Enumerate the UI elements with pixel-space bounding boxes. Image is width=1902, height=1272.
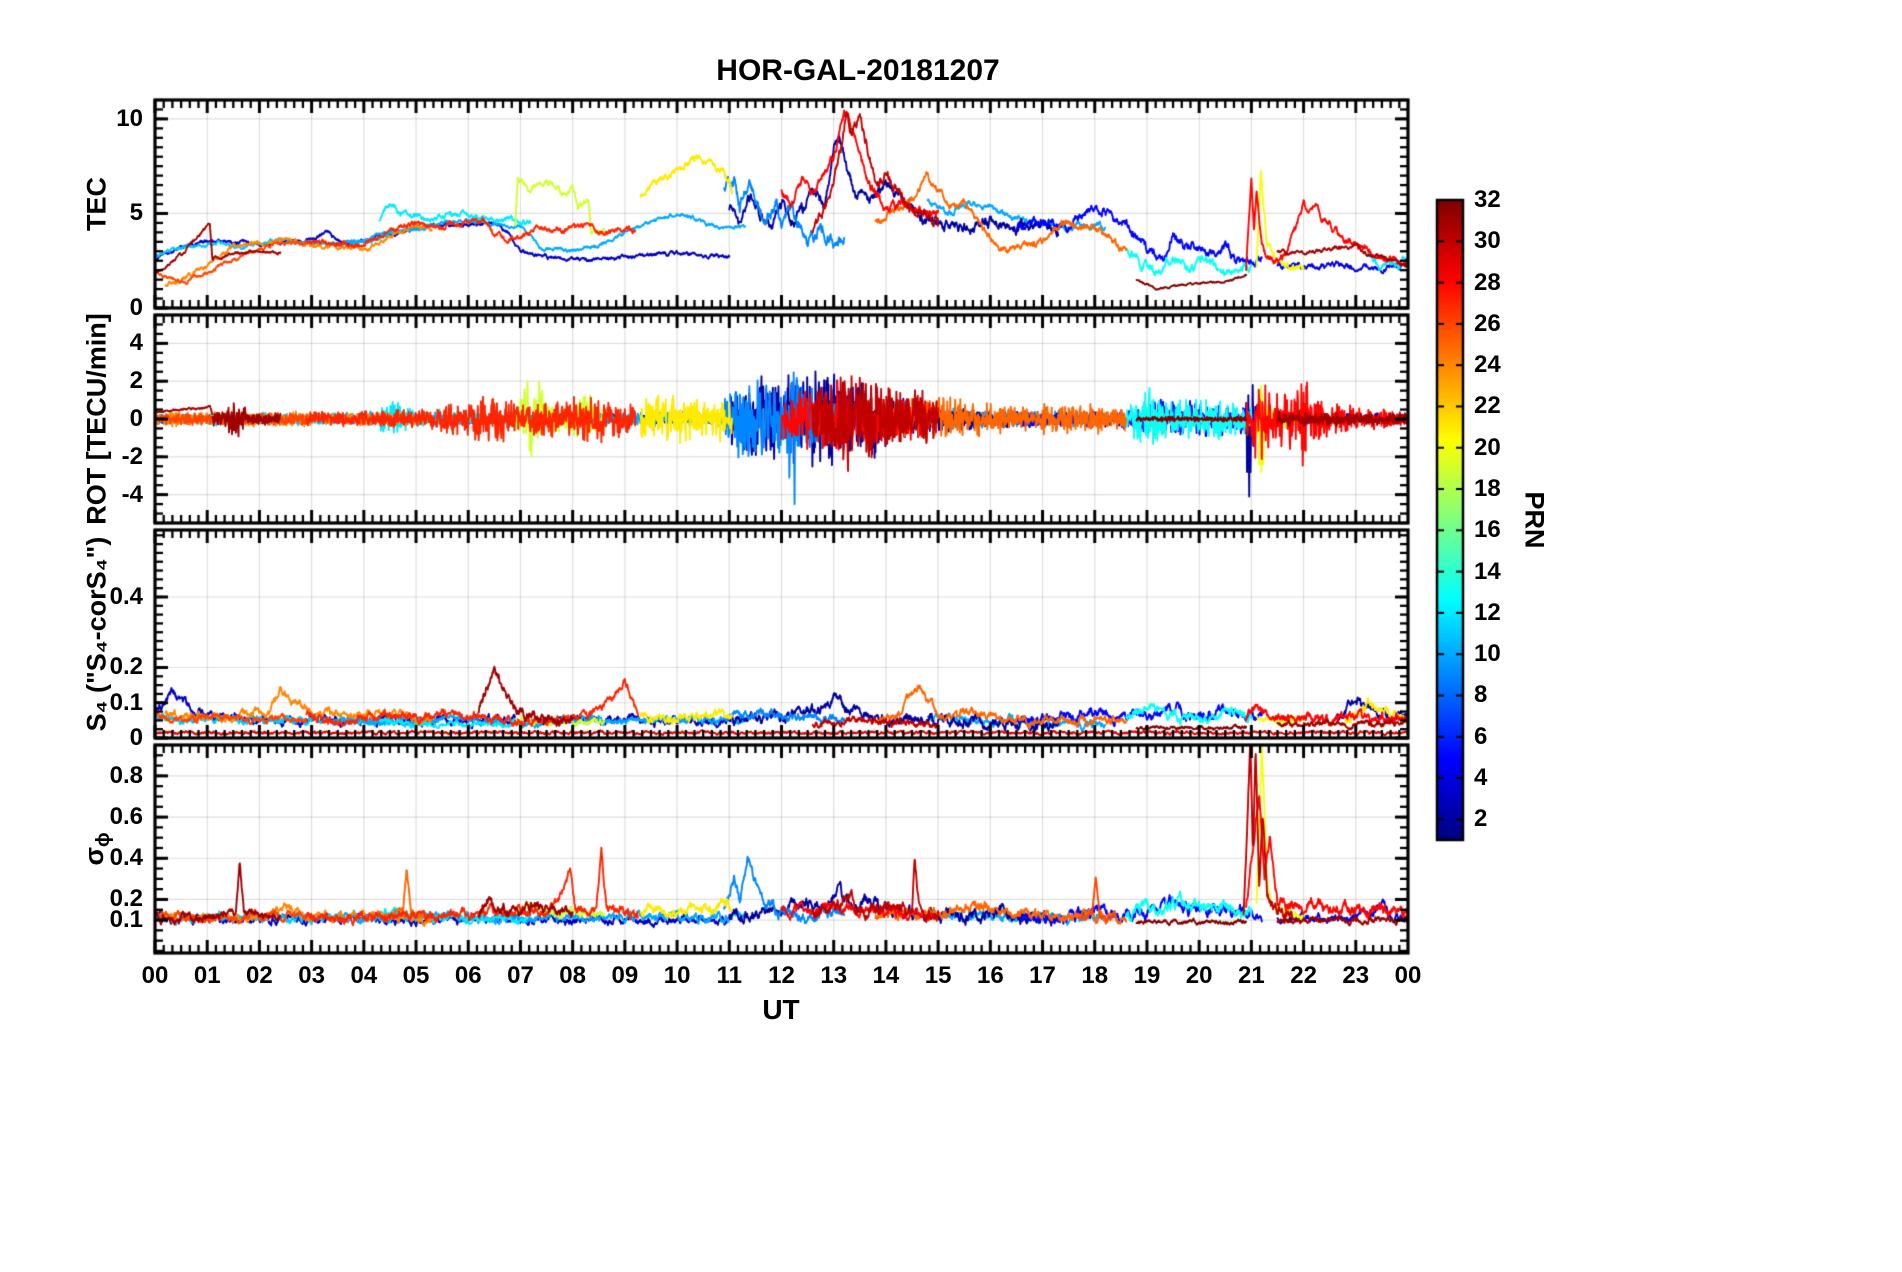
y-tick-label: 0.4 (109, 582, 143, 610)
y-tick-label: 0.8 (109, 761, 143, 789)
y-tick-label: 10 (116, 104, 143, 132)
colorbar-tick-label: 24 (1474, 351, 1501, 379)
x-tick-label: 15 (924, 962, 952, 989)
x-tick-label: 23 (1342, 962, 1370, 989)
x-axis-label: UT (762, 994, 800, 1025)
x-tick-label: 21 (1238, 962, 1265, 989)
x-tick-label: 20 (1185, 962, 1213, 989)
chart-title: HOR-GAL-20181207 (716, 54, 1000, 87)
x-tick-label: 04 (350, 962, 378, 989)
colorbar-tick-label: 30 (1474, 227, 1501, 255)
phi-subscript: ϕ (92, 832, 115, 848)
colorbar-tick-label: 2 (1474, 805, 1488, 833)
colorbar-tick-label: 28 (1474, 268, 1501, 296)
y-tick-label: 5 (129, 199, 143, 227)
y-tick-label: 0.1 (109, 906, 143, 934)
x-tick-label: 12 (768, 962, 795, 989)
y-tick-label: 0.1 (109, 688, 143, 716)
x-tick-label: 03 (298, 962, 325, 989)
x-tick-label: 10 (663, 962, 691, 989)
x-tick-label: 08 (559, 962, 587, 989)
colorbar-tick-label: 26 (1474, 309, 1501, 337)
colorbar-tick-label: 14 (1474, 557, 1501, 585)
y-tick-label: 0.4 (109, 844, 143, 872)
x-tick-label: 05 (402, 962, 430, 989)
y-tick-label: 0.2 (109, 885, 143, 913)
y-tick-label: 0.6 (109, 803, 143, 831)
y-tick-label: 0.2 (109, 653, 143, 681)
colorbar-label: PRN (1519, 491, 1550, 549)
x-tick-label: 18 (1081, 962, 1109, 989)
colorbar-tick-label: 6 (1474, 722, 1488, 750)
colorbar-tick-label: 4 (1474, 764, 1488, 792)
colorbar-tick-label: 18 (1474, 475, 1501, 503)
x-tick-label: 14 (872, 962, 900, 989)
colorbar-tick-label: 22 (1474, 392, 1501, 420)
y-tick-label: 0 (129, 724, 143, 751)
y-tick-label: 4 (129, 329, 143, 357)
colorbar-tick-label: 10 (1474, 640, 1501, 668)
y-tick-label: 2 (129, 367, 143, 395)
x-tick-label: 06 (454, 962, 482, 989)
sigma-symbol: σ (78, 847, 109, 866)
x-tick-label: 16 (976, 962, 1004, 989)
y-tick-label: -4 (121, 480, 143, 508)
y-tick-label: 0 (129, 405, 143, 432)
x-tick-label: 13 (820, 962, 848, 989)
y-axis-label-tec: TEC (81, 177, 112, 231)
y-tick-label: -2 (121, 442, 143, 470)
colorbar-tick-label: 16 (1474, 516, 1501, 544)
y-tick-label: 0 (129, 294, 143, 321)
x-tick-label: 17 (1029, 962, 1056, 989)
x-tick-label: 01 (193, 962, 221, 989)
colorbar-tick-label: 8 (1474, 681, 1488, 709)
x-tick-label: 00 (1394, 962, 1422, 989)
x-tick-label: 19 (1133, 962, 1161, 989)
colorbar-tick-label: 12 (1474, 598, 1501, 626)
colorbar-tick-label: 32 (1474, 186, 1501, 213)
y-axis-label-s4: S₄ ("S₄-corS₄") (81, 536, 112, 732)
x-tick-label: 00 (141, 962, 169, 989)
x-tick-label: 07 (507, 962, 534, 989)
colorbar-tick-label: 20 (1474, 433, 1501, 461)
y-axis-label-rot: ROT [TECU/min] (81, 313, 112, 525)
x-tick-label: 02 (246, 962, 273, 989)
y-axis-label-sigma-phi: σϕ (79, 832, 115, 865)
x-tick-label: 11 (716, 962, 742, 989)
x-tick-label: 22 (1290, 962, 1317, 989)
x-tick-label: 09 (611, 962, 639, 989)
